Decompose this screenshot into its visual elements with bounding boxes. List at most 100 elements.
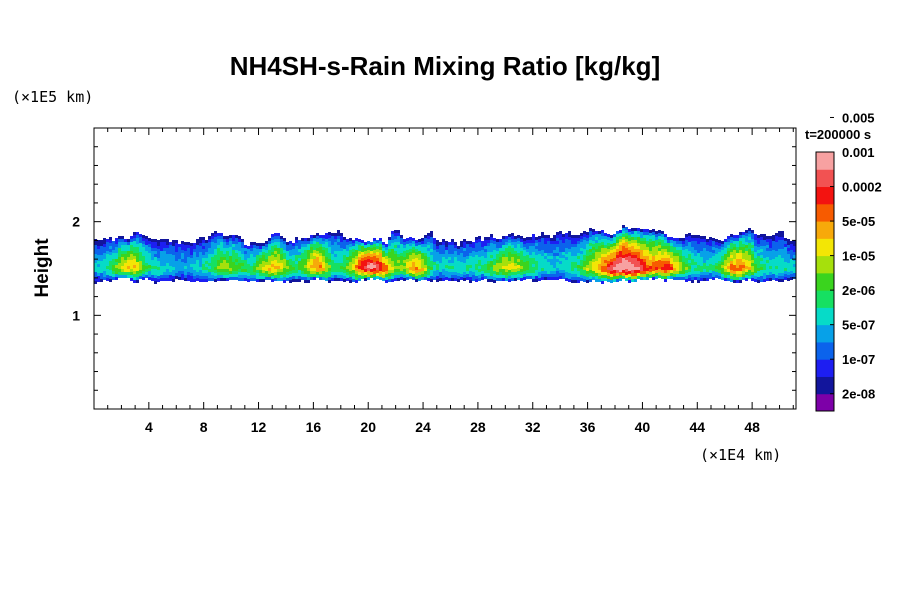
field-cell [511, 242, 514, 245]
x-tick-label: 48 [744, 419, 760, 435]
field-cell [589, 234, 592, 237]
field-cell [142, 274, 145, 277]
field-cell [610, 253, 613, 256]
field-cell [667, 249, 670, 252]
x-tick-label: 36 [580, 419, 596, 435]
field-cell [412, 262, 415, 265]
field-cell [313, 262, 316, 265]
field-cell [640, 265, 643, 268]
field-cell [451, 251, 454, 254]
field-cell [439, 257, 442, 260]
field-cell [280, 263, 283, 266]
field-cell [493, 274, 496, 277]
field-cell [730, 240, 733, 243]
field-cell [274, 269, 277, 272]
field-cell [496, 272, 499, 275]
field-cell [523, 238, 526, 241]
field-cell [199, 270, 202, 273]
field-cell [313, 238, 316, 241]
field-cell [151, 245, 154, 248]
field-cell [487, 261, 490, 264]
field-cell [634, 237, 637, 240]
field-cell [106, 272, 109, 275]
field-cell [646, 256, 649, 259]
field-cell [697, 280, 700, 283]
field-cell [643, 265, 646, 268]
field-cell [781, 249, 784, 252]
field-cell [361, 267, 364, 270]
field-cell [691, 262, 694, 265]
field-cell [592, 274, 595, 277]
field-cell [208, 278, 211, 281]
field-cell [358, 254, 361, 257]
field-cell [388, 249, 391, 252]
field-cell [730, 252, 733, 255]
field-cell [403, 275, 406, 278]
field-cell [613, 264, 616, 267]
field-cell [604, 269, 607, 272]
field-cell [292, 246, 295, 249]
field-cell [670, 240, 673, 243]
field-cell [553, 277, 556, 280]
field-cell [139, 261, 142, 264]
field-cell [697, 271, 700, 274]
field-cell [652, 235, 655, 238]
field-cell [457, 261, 460, 264]
field-cell [478, 257, 481, 260]
field-cell [547, 262, 550, 265]
field-cell [274, 242, 277, 245]
field-cell [142, 247, 145, 250]
field-cell [97, 273, 100, 276]
field-cell [499, 245, 502, 248]
field-cell [121, 269, 124, 272]
field-cell [310, 253, 313, 256]
field-cell [586, 256, 589, 259]
field-cell [259, 261, 262, 264]
field-cell [622, 261, 625, 264]
field-cell [175, 273, 178, 276]
field-cell [463, 263, 466, 266]
field-cell [319, 265, 322, 268]
field-cell [511, 236, 514, 239]
field-cell [766, 239, 769, 242]
field-cell [685, 267, 688, 270]
field-cell [613, 276, 616, 279]
field-cell [700, 254, 703, 257]
field-cell [283, 238, 286, 241]
field-cell [586, 277, 589, 280]
field-cell [550, 259, 553, 262]
field-cell [124, 251, 127, 254]
field-cell [190, 246, 193, 249]
field-cell [106, 275, 109, 278]
field-cell [703, 239, 706, 242]
field-cell [343, 243, 346, 246]
field-cell [496, 239, 499, 242]
field-cell [364, 278, 367, 281]
field-cell [133, 265, 136, 268]
field-cell [646, 229, 649, 232]
field-cell [187, 269, 190, 272]
field-cell [571, 265, 574, 268]
field-cell [463, 260, 466, 263]
field-cell [136, 280, 139, 283]
field-cell [595, 237, 598, 240]
field-cell [790, 262, 793, 265]
field-cell [433, 259, 436, 262]
field-cell [733, 280, 736, 283]
field-cell [607, 234, 610, 237]
field-cell [745, 275, 748, 278]
field-cell [724, 260, 727, 263]
field-cell [484, 276, 487, 279]
field-cell [196, 266, 199, 269]
field-cell [514, 257, 517, 260]
field-cell [784, 241, 787, 244]
field-cell [226, 239, 229, 242]
field-cell [766, 236, 769, 239]
field-cell [667, 270, 670, 273]
field-cell [397, 254, 400, 257]
field-cell [109, 258, 112, 261]
field-cell [193, 279, 196, 282]
field-cell [487, 273, 490, 276]
field-cell [316, 242, 319, 245]
field-cell [547, 235, 550, 238]
